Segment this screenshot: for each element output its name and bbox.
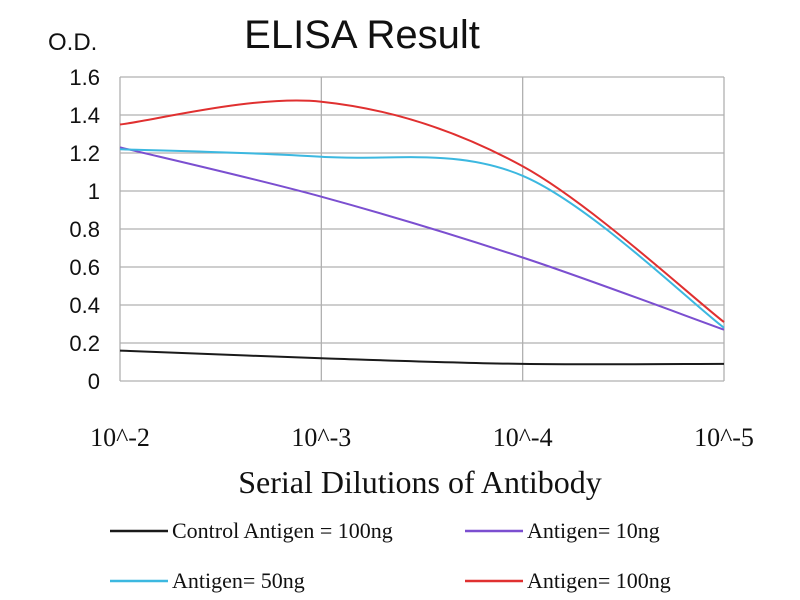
- legend-label: Control Antigen = 100ng: [172, 518, 393, 543]
- x-tick-label: 10^-4: [493, 423, 553, 452]
- series-lines: [119, 99, 725, 366]
- x-tick-label: 10^-5: [694, 423, 754, 452]
- series-line: [119, 148, 725, 329]
- y-tick-label: 0.6: [69, 255, 100, 280]
- y-tick-label: 0: [88, 369, 100, 394]
- grid: [119, 76, 725, 382]
- y-axis-label: O.D.: [48, 29, 97, 56]
- legend: Control Antigen = 100ng Antigen= 10ng Anti…: [110, 518, 671, 593]
- legend-label: Antigen= 100ng: [527, 568, 671, 593]
- series-line: [119, 146, 725, 331]
- y-tick-label: 1.4: [69, 103, 100, 128]
- series-line: [119, 349, 725, 366]
- legend-label: Antigen= 10ng: [527, 518, 660, 543]
- x-axis-label: Serial Dilutions of Antibody: [238, 464, 602, 500]
- y-tick-label: 1.2: [69, 141, 100, 166]
- x-tick-labels: 10^-2 10^-3 10^-4 10^-5: [90, 423, 754, 452]
- y-tick-label: 0.2: [69, 331, 100, 356]
- y-tick-labels: 0 0.2 0.4 0.6 0.8 1 1.2 1.4 1.6: [69, 65, 100, 394]
- series-line: [119, 99, 725, 323]
- y-tick-label: 1: [88, 179, 100, 204]
- x-tick-label: 10^-3: [291, 423, 351, 452]
- chart-title: ELISA Result: [244, 13, 480, 57]
- y-tick-label: 0.8: [69, 217, 100, 242]
- x-tick-label: 10^-2: [90, 423, 150, 452]
- legend-label: Antigen= 50ng: [172, 568, 305, 593]
- y-tick-label: 0.4: [69, 293, 100, 318]
- y-tick-label: 1.6: [69, 65, 100, 90]
